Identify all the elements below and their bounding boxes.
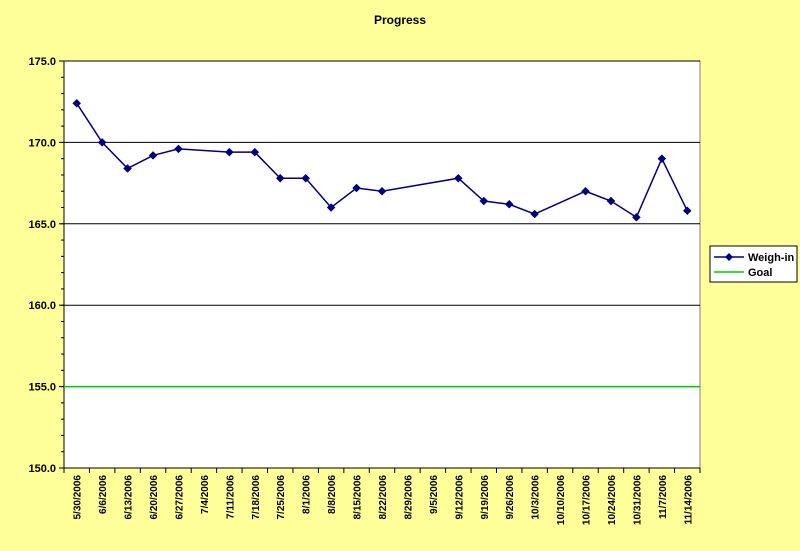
x-tick-label: 10/24/2006 [607, 475, 618, 525]
data-point [682, 206, 692, 216]
x-tick-label: 7/18/2006 [251, 475, 262, 520]
x-tick-label: 10/3/2006 [531, 475, 542, 520]
y-tick-label: 150.0 [28, 463, 56, 475]
data-point [72, 98, 82, 108]
y-tick-labels: 150.0 155.0 160.0 165.0 170.0 175.0 [28, 56, 56, 475]
x-tick-label: 8/22/2006 [378, 475, 389, 520]
x-tick-label: 9/5/2006 [429, 475, 440, 514]
data-point [377, 186, 387, 196]
data-point [174, 144, 183, 154]
legend-label: Goal [748, 267, 772, 279]
x-tick-label: 11/14/2006 [683, 475, 694, 525]
series-weigh-in [72, 98, 692, 222]
series [64, 98, 700, 388]
data-point [250, 147, 260, 157]
legend-marker [725, 253, 733, 261]
data-point [632, 212, 641, 222]
y-tick-label: 175.0 [28, 56, 56, 68]
chart-title: Progress [374, 13, 426, 27]
axes [59, 60, 701, 473]
x-tick-label: 6/6/2006 [98, 475, 109, 514]
x-tick-label: 11/7/2006 [658, 475, 669, 519]
x-tick-label: 9/26/2006 [505, 475, 516, 520]
data-point [123, 164, 132, 173]
x-tick-label: 7/11/2006 [225, 475, 236, 519]
data-point [148, 151, 158, 160]
data-point [606, 196, 616, 206]
x-tick-label: 6/27/2006 [174, 475, 185, 520]
data-point [453, 173, 463, 183]
data-point [479, 196, 489, 206]
x-tick-label: 5/30/2006 [73, 475, 84, 520]
data-point [275, 173, 285, 183]
x-tick-label: 8/1/2006 [302, 475, 313, 514]
data-point [326, 203, 336, 212]
x-tick-label: 8/29/2006 [403, 475, 414, 520]
x-tick-labels: 5/30/2006 6/6/2006 6/13/2006 6/20/2006 6/27/… [73, 475, 695, 525]
x-tick-label: 10/10/2006 [556, 475, 567, 525]
x-tick-label: 6/13/2006 [124, 475, 135, 520]
y-tick-label: 170.0 [28, 137, 56, 149]
y-tick-label: 160.0 [28, 300, 56, 312]
legend-label: Weigh-in [748, 252, 795, 264]
legend: Weigh-in Goal [709, 245, 798, 283]
data-point [301, 173, 311, 183]
x-tick-label: 10/31/2006 [632, 475, 643, 525]
x-tick-label: 8/15/2006 [353, 475, 364, 520]
x-tick-label: 8/8/2006 [327, 475, 338, 514]
data-point [504, 199, 514, 209]
data-point [225, 147, 234, 157]
y-tick-label: 165.0 [28, 219, 56, 231]
y-tick-label: 155.0 [28, 382, 56, 394]
data-point [657, 154, 667, 164]
plot-area [63, 60, 701, 469]
legend-box [709, 245, 798, 283]
data-point [97, 138, 107, 147]
x-tick-label: 7/4/2006 [200, 475, 211, 514]
data-point [352, 183, 361, 193]
x-tick-label: 7/25/2006 [276, 475, 287, 520]
data-point [581, 186, 590, 196]
x-tick-label: 10/17/2006 [582, 475, 593, 525]
x-tick-label: 9/12/2006 [454, 475, 465, 520]
x-tick-label: 9/19/2006 [480, 475, 491, 520]
data-point [530, 209, 539, 219]
x-tick-label: 6/20/2006 [149, 475, 160, 520]
